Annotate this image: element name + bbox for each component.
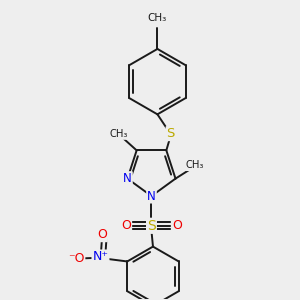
- Text: O: O: [121, 219, 131, 232]
- Text: N: N: [123, 172, 132, 185]
- Text: CH₃: CH₃: [186, 160, 204, 170]
- Text: O: O: [172, 219, 182, 232]
- Text: N⁺: N⁺: [92, 250, 109, 263]
- Text: ⁻O: ⁻O: [68, 252, 84, 265]
- Text: S: S: [147, 219, 156, 233]
- Text: S: S: [167, 127, 175, 140]
- Text: CH₃: CH₃: [148, 13, 167, 23]
- Text: O: O: [97, 228, 107, 241]
- Text: N: N: [147, 190, 156, 202]
- Text: CH₃: CH₃: [110, 129, 128, 139]
